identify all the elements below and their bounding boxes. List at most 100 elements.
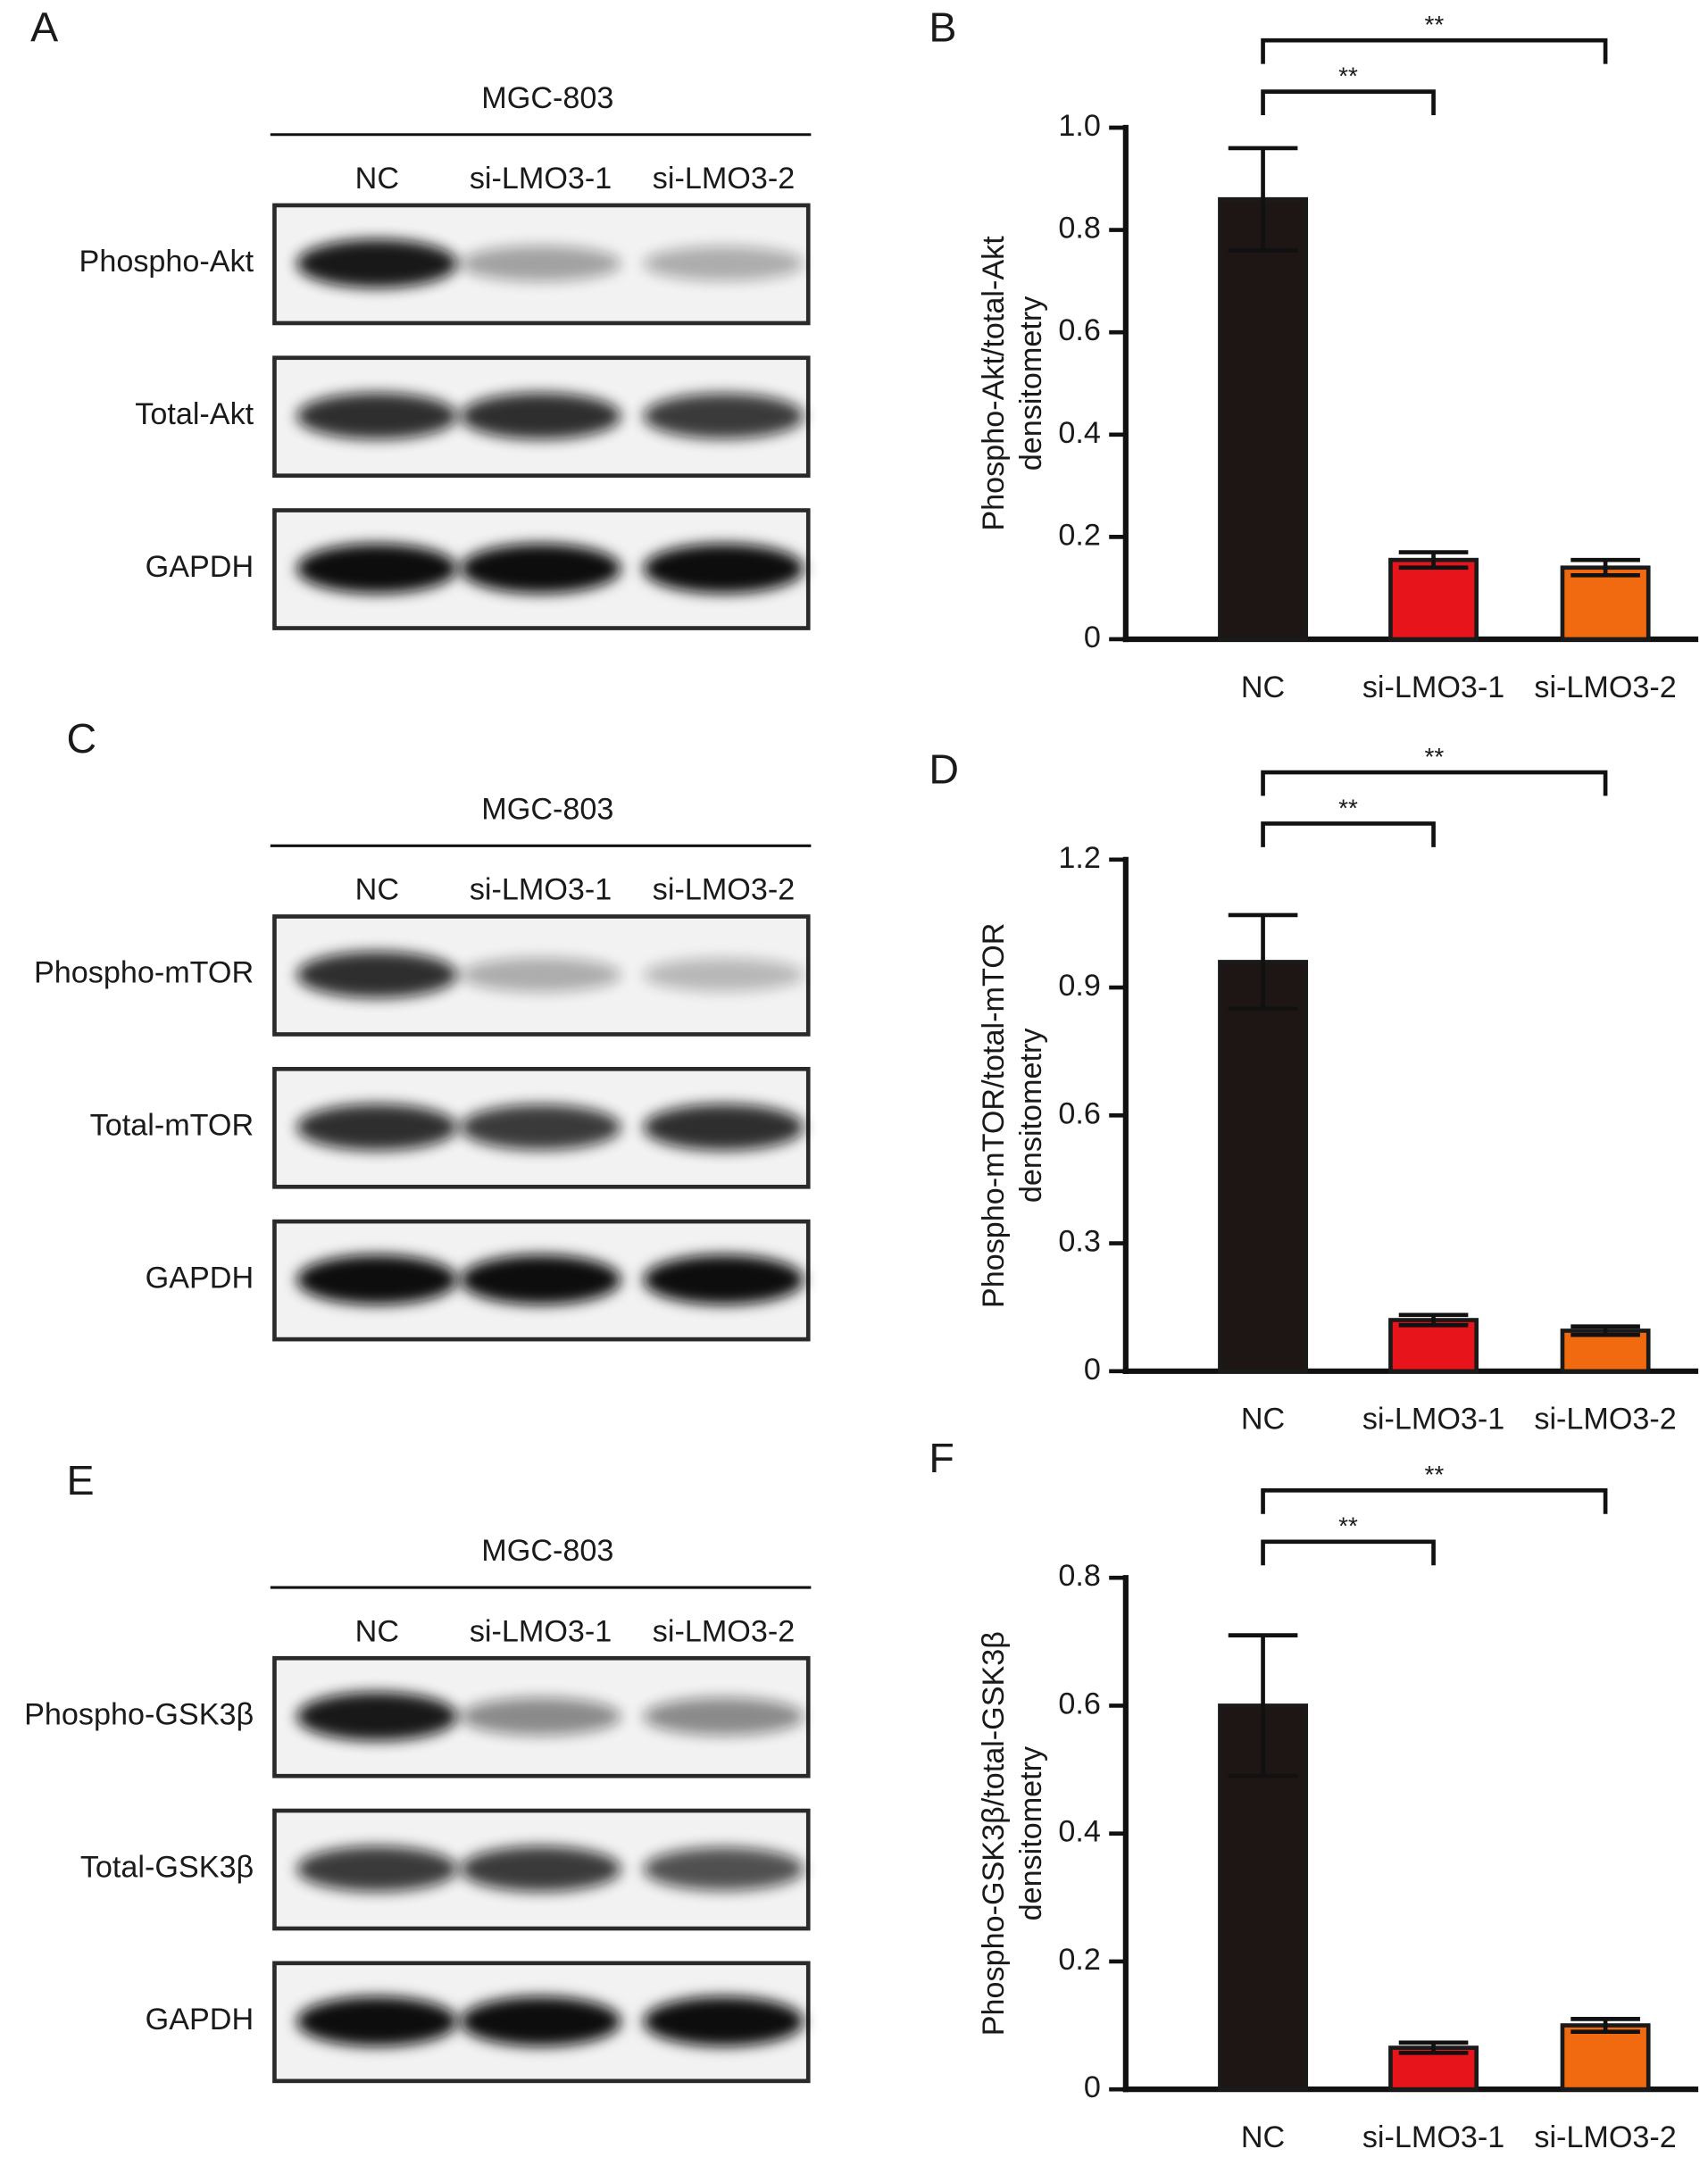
blot-row-label: Total-GSK3β: [80, 1850, 254, 1884]
x-tick-label: NC: [1241, 2120, 1285, 2154]
bar: [1560, 565, 1651, 642]
lane-label: si-LMO3-1: [470, 162, 612, 196]
lane-label: si-LMO3-1: [470, 1614, 612, 1648]
y-tick-label: 0.6: [1058, 1096, 1100, 1130]
x-tick-label: si-LMO3-2: [1534, 671, 1676, 704]
bar: [1218, 960, 1309, 1374]
lane-label: NC: [355, 873, 399, 907]
lane-label: si-LMO3-2: [653, 873, 795, 907]
band: [643, 543, 804, 594]
y-tick-label: 0.8: [1058, 1559, 1100, 1593]
error-bar: [1571, 2017, 1640, 2035]
error-bar: [1571, 557, 1640, 578]
band: [643, 1847, 804, 1891]
lane-label: si-LMO3-1: [470, 873, 612, 907]
cell-line: MGC-803: [481, 793, 613, 827]
band: [643, 958, 804, 992]
band: [460, 246, 621, 282]
error-bar: [1398, 1312, 1469, 1328]
blot-row-label: Total-mTOR: [90, 1109, 254, 1143]
band: [460, 392, 621, 440]
cell-line: MGC-803: [481, 1534, 613, 1568]
band: [296, 1254, 458, 1305]
x-tick-label: si-LMO3-1: [1362, 671, 1504, 704]
error-bar: [1228, 912, 1298, 1012]
significance-bracket: [1261, 821, 1436, 847]
band: [296, 543, 458, 594]
band: [296, 1692, 458, 1741]
y-tick-label: 0.6: [1058, 313, 1100, 347]
y-tick-label: 0.3: [1058, 1225, 1100, 1259]
significance-label: **: [1424, 743, 1444, 770]
bar: [1388, 1318, 1479, 1374]
panel-letter: F: [929, 1435, 954, 1481]
lane-label: NC: [355, 1614, 399, 1648]
band: [460, 1845, 621, 1892]
y-tick-label: 1.2: [1058, 841, 1100, 875]
lane-label: NC: [355, 162, 399, 196]
y-axis-label: Phospho-mTOR/total-mTOR: [977, 923, 1011, 1309]
blot-row-label: Phospho-Akt: [79, 245, 254, 279]
x-tick-label: si-LMO3-2: [1534, 2120, 1676, 2154]
band: [643, 1996, 804, 2047]
y-axis-label: Phospho-Akt/total-Akt: [977, 236, 1011, 531]
y-tick-label: 0: [1084, 621, 1101, 654]
band: [643, 246, 804, 281]
band: [460, 1104, 621, 1150]
bar: [1218, 196, 1309, 642]
band: [296, 951, 458, 998]
error-bar: [1228, 1633, 1298, 1778]
y-axis-label: densitometry: [1014, 1745, 1048, 1920]
band: [296, 392, 458, 440]
y-tick-label: 0.4: [1058, 1815, 1100, 1849]
panel-letter: D: [929, 745, 959, 792]
y-axis-label: densitometry: [1014, 296, 1048, 471]
y-tick-label: 0.2: [1058, 1943, 1100, 1977]
error-bar: [1398, 2040, 1469, 2055]
band: [460, 1254, 621, 1305]
error-bar: [1398, 550, 1469, 571]
error-bar: [1571, 1324, 1640, 1337]
band: [643, 1104, 804, 1151]
x-tick-label: NC: [1241, 671, 1285, 704]
y-tick-label: 0: [1084, 2070, 1101, 2104]
y-tick-label: 0: [1084, 1353, 1101, 1387]
band: [460, 1996, 621, 2047]
significance-bracket: [1261, 89, 1436, 116]
band: [296, 1104, 458, 1151]
cell-line: MGC-803: [481, 81, 613, 115]
y-tick-label: 1.0: [1058, 109, 1100, 143]
x-tick-label: si-LMO3-1: [1362, 1403, 1504, 1437]
band: [296, 1845, 458, 1892]
panel-letter: B: [929, 4, 956, 51]
significance-label: **: [1338, 1512, 1358, 1540]
y-axis-label: densitometry: [1014, 1028, 1048, 1203]
y-tick-label: 0.9: [1058, 969, 1100, 1003]
y-tick-label: 0.8: [1058, 212, 1100, 246]
y-tick-label: 0.4: [1058, 416, 1100, 450]
band: [460, 543, 621, 594]
significance-label: **: [1338, 62, 1358, 89]
y-axis-label: Phospho-GSK3β/total-GSK3β: [977, 1631, 1011, 2036]
bar: [1388, 557, 1479, 642]
band: [296, 1996, 458, 2047]
panel-letter: A: [30, 4, 58, 51]
panel-letter: C: [67, 715, 97, 762]
blot-row-label: GAPDH: [146, 550, 254, 584]
band: [460, 1697, 621, 1736]
significance-label: **: [1424, 1461, 1444, 1488]
x-tick-label: si-LMO3-1: [1362, 2120, 1504, 2154]
band: [296, 238, 458, 288]
band: [643, 1254, 804, 1305]
band: [460, 957, 621, 992]
significance-label: **: [1424, 11, 1444, 38]
significance-bracket: [1261, 37, 1608, 64]
blot-row-label: Phospho-mTOR: [34, 956, 254, 990]
blot-row-label: GAPDH: [146, 2003, 254, 2037]
y-tick-label: 0.2: [1058, 518, 1100, 552]
bar: [1560, 1329, 1651, 1374]
x-tick-label: NC: [1241, 1403, 1285, 1437]
blot-row-label: Total-Akt: [135, 397, 254, 431]
